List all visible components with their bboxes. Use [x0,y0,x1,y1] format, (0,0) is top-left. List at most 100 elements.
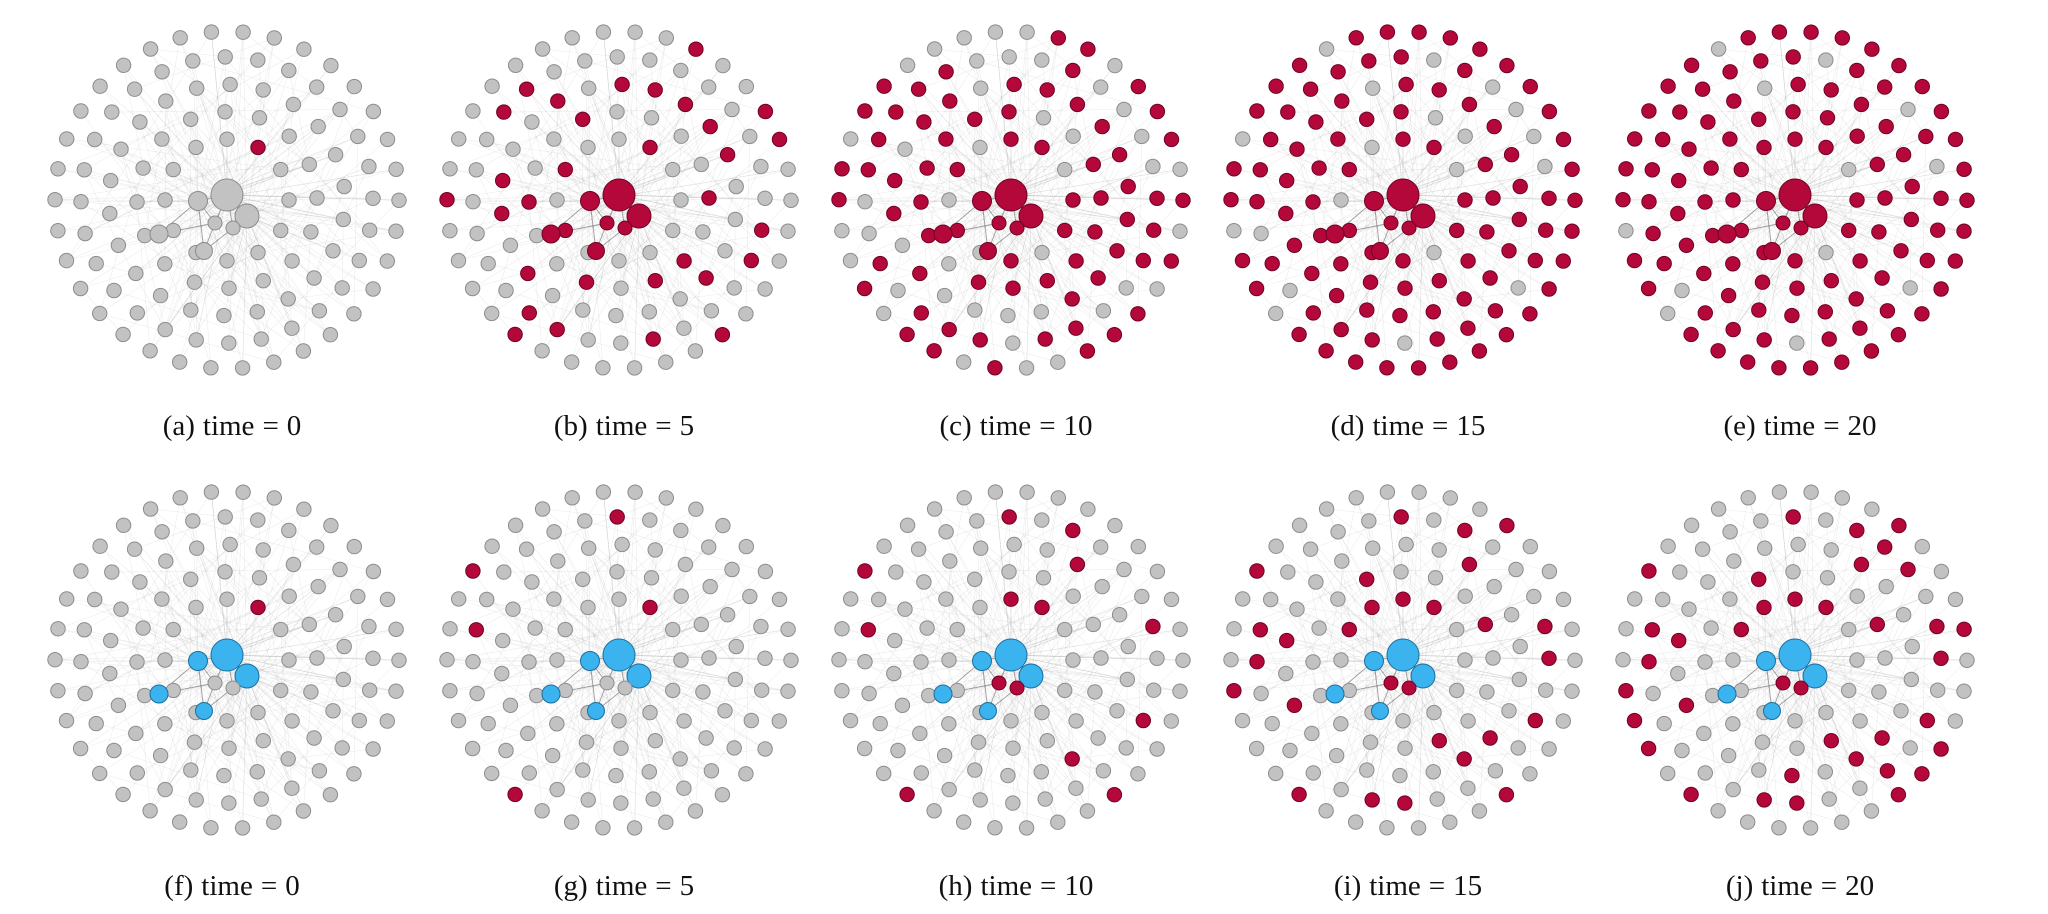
susceptible-node [595,24,612,40]
infected-hub-node [1401,680,1417,696]
caption-c: (c) time = 10 [821,410,1211,443]
infected-hub-node [972,191,992,211]
infected-node [1819,110,1836,126]
susceptible-node [1223,652,1239,668]
edge [1732,712,1765,790]
edge [534,627,712,772]
edge [618,194,765,199]
edge [1402,492,1420,656]
infected-node [1511,211,1527,228]
edge [1422,675,1510,712]
susceptible-node [336,638,352,655]
edge [1402,89,1440,196]
edge [341,219,344,288]
susceptible-node [665,161,681,178]
edge [1489,646,1521,739]
susceptible-node [1427,570,1444,586]
susceptible-node [47,652,63,668]
edge [1436,200,1576,340]
susceptible-node [1449,161,1465,178]
edge [1792,111,1816,217]
susceptible-node [1095,763,1112,779]
edge [1030,675,1077,789]
protected-hub-node [1386,638,1420,672]
susceptible-node [575,762,591,778]
edge [1030,675,1118,712]
susceptible-node [783,652,799,669]
edge [883,546,983,662]
edge [1733,101,1767,202]
edge [137,197,373,203]
edge [1797,544,1849,691]
susceptible-node [332,561,348,578]
susceptible-node [1318,501,1335,517]
infected-hub-node [1386,178,1420,212]
edge [1705,657,1941,663]
edge [1326,48,1434,61]
susceptible-node [309,650,325,666]
susceptible-node [1393,564,1409,580]
edge [1717,154,1904,351]
susceptible-node [281,62,297,79]
edge [1275,675,1424,774]
infected-node [642,599,658,616]
susceptible-node [59,131,75,147]
edge [1137,136,1143,314]
susceptible-node [1700,574,1716,590]
susceptible-node [1172,223,1188,239]
susceptible-node [609,49,625,65]
edge [197,200,355,315]
edge [476,629,511,706]
edge [1013,84,1065,231]
edge [84,169,119,246]
edge [1758,119,1811,368]
edge [1688,608,1767,662]
edge [1044,86,1139,340]
susceptible-node [1526,588,1542,605]
susceptible-node [1235,591,1251,607]
infected-node [1626,252,1643,269]
infected-node [1442,30,1459,46]
edge [1030,675,1099,739]
edge [621,84,673,231]
network-graph-i [1223,484,1583,836]
edge [923,581,996,828]
edge [1366,579,1519,749]
edge [531,121,620,196]
infected-node [1065,192,1081,208]
edge [1311,194,1404,274]
infected-node [1431,273,1448,289]
infected-node [1641,563,1657,579]
susceptible-node [726,280,742,296]
susceptible-node [1787,713,1803,729]
infected-node [1848,751,1864,767]
susceptible-node [626,360,643,376]
edge [1634,497,1843,721]
edge [638,497,667,677]
edge [1881,646,1913,739]
edge [1366,599,1564,771]
edge [449,200,591,232]
infected-node [1163,131,1180,148]
infected-node [1640,280,1657,297]
edge [638,626,762,677]
susceptible-node [1486,578,1502,595]
infected-node [1904,178,1920,195]
infected-node [1079,343,1096,359]
infected-node [1891,57,1907,74]
edge [1758,119,1911,289]
susceptible-node [92,538,108,554]
edge [1758,119,1767,202]
edge [1921,136,1927,314]
edge [1008,571,1172,722]
infected-node [899,326,915,343]
infected-node [521,194,537,210]
susceptible-node [1163,713,1179,729]
infected-node [1119,211,1135,228]
susceptible-node [1789,335,1805,351]
edge [1652,629,1687,706]
susceptible-node [1348,814,1364,830]
edge [476,569,733,694]
susceptible-node [222,76,238,93]
infected-node [1457,192,1473,208]
